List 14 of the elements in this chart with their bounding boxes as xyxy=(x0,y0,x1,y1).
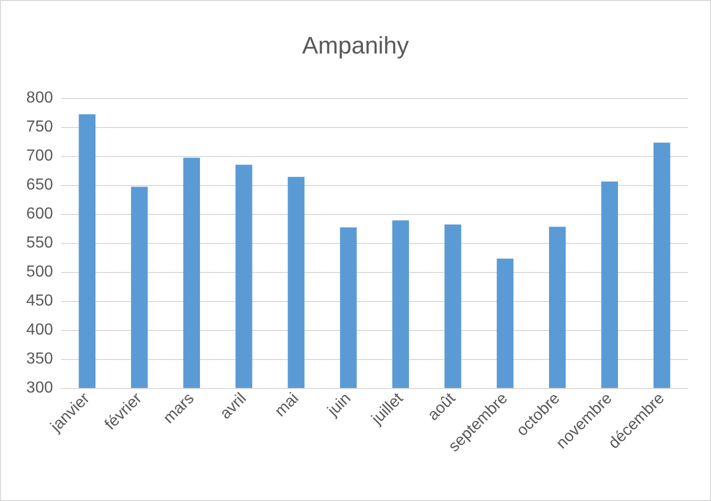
y-tick-label: 600 xyxy=(26,206,54,222)
y-tick-label: 300 xyxy=(26,380,54,396)
y-tick-label: 550 xyxy=(26,234,54,252)
y-tick-label: 400 xyxy=(26,322,54,338)
y-tick-label: 500 xyxy=(26,264,54,280)
y-tick-label: 350 xyxy=(26,350,54,368)
y-tick-label: 650 xyxy=(26,176,54,194)
y-tick-label: 450 xyxy=(26,292,54,310)
y-tick-label: 750 xyxy=(26,118,54,136)
chart-title: Ampanihy xyxy=(302,32,409,60)
y-tick-label: 700 xyxy=(26,148,54,164)
x-tick-label: juin xyxy=(324,390,354,420)
y-tick-label: 800 xyxy=(26,90,54,106)
x-tick-label: mai xyxy=(272,390,302,420)
